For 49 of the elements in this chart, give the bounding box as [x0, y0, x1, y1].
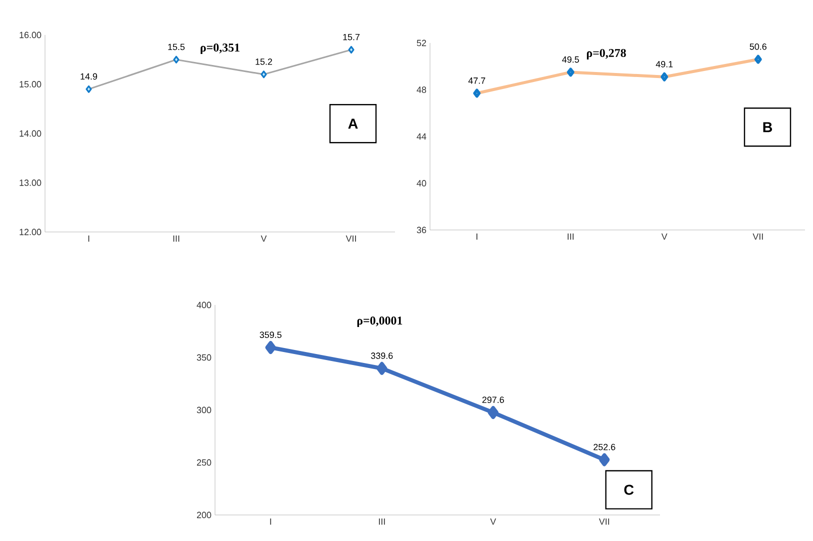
y-tick-label: 15.00	[20, 81, 42, 88]
y-tick-label: 52	[416, 40, 426, 46]
y-tick-label: 14.00	[20, 130, 42, 137]
data-label: 359.5	[260, 332, 282, 338]
annotation: A	[348, 118, 358, 129]
data-label: 49.5	[562, 56, 579, 63]
data-label: 15.2	[256, 58, 272, 65]
data-label: 47.7	[468, 78, 486, 84]
data-label: 49.1	[656, 61, 673, 68]
data-label: 252.6	[594, 444, 616, 450]
y-tick-label: 12.00	[20, 228, 42, 236]
x-tick-label: VII	[752, 234, 763, 240]
data-label: 14.9	[80, 73, 98, 80]
data-label: 15.5	[168, 44, 185, 50]
y-tick-label: 36	[416, 226, 426, 234]
x-tick-label: V	[260, 236, 267, 242]
x-tick-label: VII	[598, 518, 610, 525]
point	[265, 341, 276, 354]
x-tick-label: I	[270, 518, 272, 525]
x-tick-label: III	[173, 236, 180, 242]
annotation: C	[624, 484, 634, 495]
point	[488, 406, 498, 419]
annotation: ρ=0,0001	[357, 316, 402, 328]
x-tick-label: VII	[346, 236, 356, 242]
y-tick-label: 300	[196, 406, 212, 414]
x-tick-label: III	[378, 518, 385, 525]
annotation: ρ=0,351	[200, 44, 240, 54]
point	[376, 362, 388, 375]
y-tick-label: 13.00	[20, 180, 42, 186]
annotation: B	[763, 122, 772, 132]
y-tick-label: 16.00	[20, 32, 42, 38]
y-tick-label: 44	[416, 133, 426, 140]
x-tick-label: I	[476, 234, 478, 240]
y-tick-label: 40	[416, 180, 426, 186]
data-label: 297.6	[482, 396, 504, 403]
x-tick-label: V	[490, 518, 496, 525]
x-tick-label: III	[568, 234, 574, 240]
y-tick-label: 400	[196, 302, 212, 308]
x-tick-label: I	[88, 236, 90, 242]
annotation: ρ=0,278	[586, 48, 626, 60]
x-tick-label: V	[661, 234, 668, 240]
y-tick-label: 350	[196, 354, 212, 361]
point	[599, 453, 610, 466]
y-tick-label: 250	[196, 459, 212, 466]
data-label: 339.6	[371, 352, 393, 359]
data-label: 15.7	[343, 34, 360, 40]
y-tick-label: 200	[196, 512, 212, 518]
y-tick-label: 48	[416, 86, 426, 93]
data-label: 50.6	[750, 43, 766, 50]
